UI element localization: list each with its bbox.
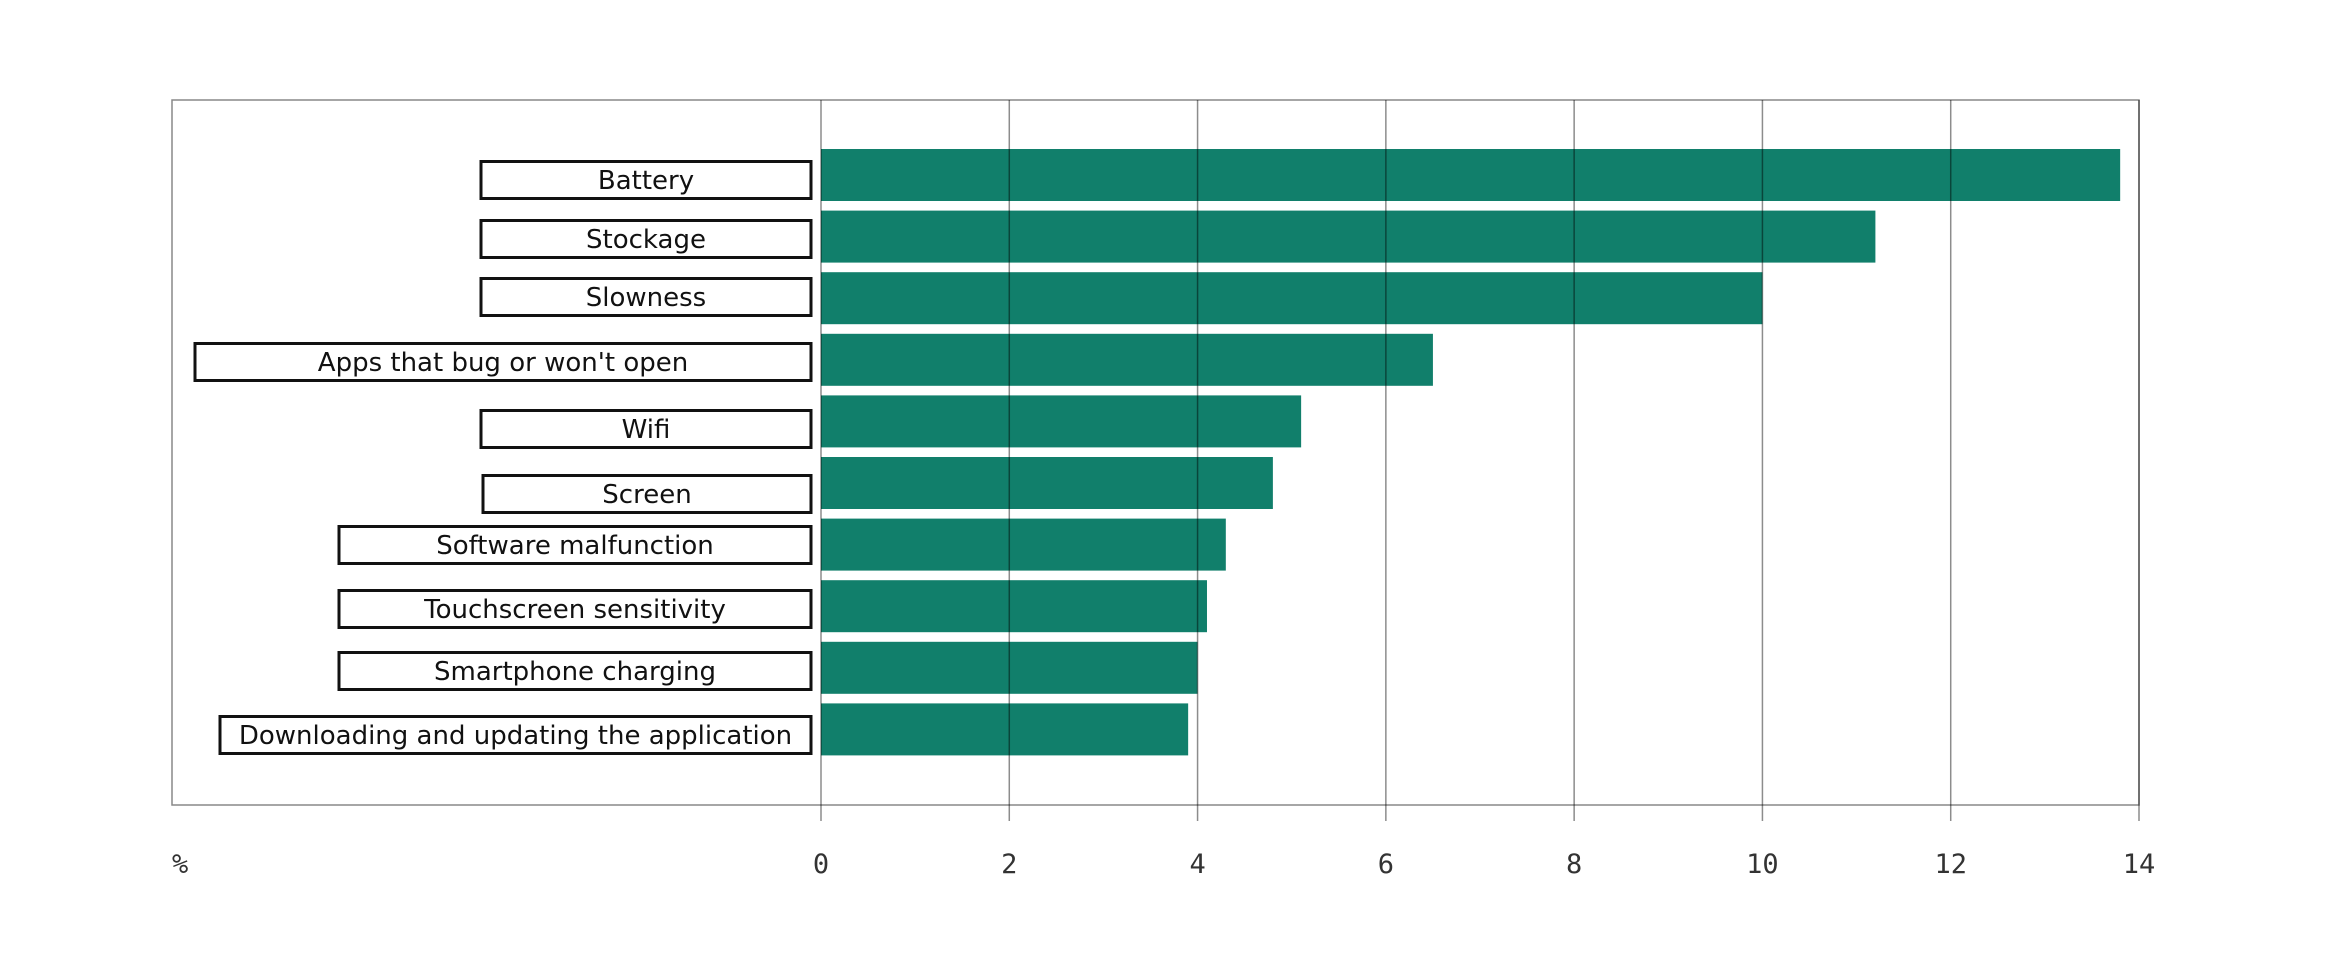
bar	[821, 703, 1189, 756]
category-label-text: Slowness	[586, 283, 706, 313]
category-label-text: Touchscreen sensitivity	[423, 595, 726, 625]
category-label: Slowness	[479, 277, 813, 317]
category-label: Battery	[479, 160, 813, 200]
category-label: Stockage	[479, 219, 813, 259]
category-label: Screen	[481, 474, 813, 514]
category-label: Software malfunction	[337, 525, 813, 565]
bar	[821, 641, 1198, 694]
bar	[821, 210, 1876, 263]
label-box	[479, 160, 813, 200]
bar	[821, 395, 1302, 448]
bar	[821, 518, 1226, 571]
x-tick-label: 6	[1378, 849, 1394, 880]
label-box	[481, 474, 813, 514]
x-tick-label: 10	[1746, 849, 1779, 880]
label-box	[193, 342, 813, 382]
label-box	[479, 219, 813, 259]
plot-frame	[171, 99, 2140, 806]
category-label: Apps that bug or won't open	[193, 342, 813, 382]
category-label-text: Software malfunction	[436, 531, 714, 561]
category-label-text: Smartphone charging	[434, 657, 716, 687]
category-label-text: Stockage	[586, 225, 706, 255]
x-tick-label: 2	[1001, 849, 1017, 880]
category-label: Touchscreen sensitivity	[337, 589, 813, 629]
x-axis-label: %	[172, 849, 188, 880]
x-tick-label: 8	[1566, 849, 1582, 880]
label-box	[479, 409, 813, 449]
x-tick-label: 14	[2123, 849, 2156, 880]
category-label-text: Downloading and updating the application	[239, 721, 792, 751]
label-box	[337, 651, 813, 691]
x-tick-label: 0	[813, 849, 829, 880]
bar	[821, 580, 1207, 633]
bar	[821, 333, 1433, 386]
category-label-text: Wifi	[622, 415, 671, 445]
label-box	[337, 589, 813, 629]
category-label-text: Battery	[598, 166, 694, 196]
category-label: Wifi	[479, 409, 813, 449]
category-label-text: Apps that bug or won't open	[318, 348, 688, 378]
label-box	[218, 715, 813, 755]
bar	[821, 457, 1273, 509]
category-label: Downloading and updating the application	[218, 715, 813, 755]
x-tick-label: 4	[1189, 849, 1205, 880]
label-box	[337, 525, 813, 565]
category-label-text: Screen	[602, 480, 691, 510]
category-label: Smartphone charging	[337, 651, 813, 691]
bar	[821, 272, 1763, 325]
x-tick-label: 12	[1934, 849, 1967, 880]
bar	[821, 149, 2121, 201]
label-box	[479, 277, 813, 317]
